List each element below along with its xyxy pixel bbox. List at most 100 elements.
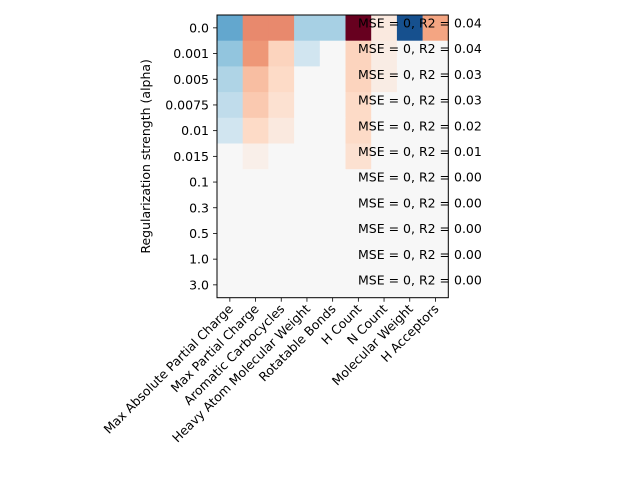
row-annotation: MSE = 0, R2 = 0.00 <box>358 195 482 210</box>
heatmap-cell <box>319 117 346 144</box>
heatmap-cell <box>371 169 398 196</box>
heatmap-cell <box>217 15 244 42</box>
heatmap-cells <box>217 15 449 299</box>
heatmap-cell <box>345 117 372 144</box>
y-tick-label: 0.01 <box>181 123 209 138</box>
heatmap-cell <box>371 66 398 93</box>
heatmap-cell <box>319 246 346 273</box>
heatmap-cell <box>345 66 372 93</box>
heatmap-cell <box>268 143 295 170</box>
heatmap-cell <box>345 143 372 170</box>
heatmap-cell <box>422 117 449 144</box>
heatmap-cell <box>371 246 398 273</box>
heatmap-cell <box>319 40 346 67</box>
heatmap-cell <box>319 143 346 170</box>
heatmap-cell <box>268 169 295 196</box>
row-annotation: MSE = 0, R2 = 0.02 <box>358 118 482 133</box>
heatmap-cell <box>345 272 372 299</box>
heatmap-cell <box>294 117 321 144</box>
heatmap-cell <box>396 194 424 222</box>
heatmap-cell <box>268 40 295 67</box>
heatmap-cell <box>319 92 346 119</box>
heatmap-cell <box>345 169 372 196</box>
heatmap-cell <box>319 194 346 222</box>
heatmap-cell <box>217 194 244 222</box>
heatmap-cell <box>217 143 244 170</box>
heatmap-cell <box>371 143 398 170</box>
heatmap-cell <box>422 169 449 196</box>
y-tick-label: 3.0 <box>189 277 209 292</box>
heatmap-cell <box>294 220 321 247</box>
heatmap-cell <box>396 92 424 119</box>
heatmap-cell <box>294 143 321 170</box>
heatmap-cell <box>217 40 244 67</box>
heatmap-cell <box>371 15 398 42</box>
y-tick-label: 0.005 <box>173 72 209 87</box>
heatmap-cell <box>422 272 449 299</box>
heatmap-cell <box>294 15 321 42</box>
heatmap-cell <box>371 194 398 222</box>
row-annotation: MSE = 0, R2 = 0.04 <box>358 41 482 56</box>
heatmap-cell <box>268 92 295 119</box>
heatmap-cell <box>242 143 269 170</box>
heatmap-cell <box>294 40 321 67</box>
heatmap-cell <box>396 117 424 144</box>
heatmap-cell <box>268 194 295 222</box>
heatmap-cell <box>294 272 321 299</box>
heatmap-cell <box>217 246 244 273</box>
heatmap-cell <box>371 92 398 119</box>
heatmap-cell <box>242 117 269 144</box>
heatmap-cell <box>268 15 295 42</box>
row-annotation: MSE = 0, R2 = 0.03 <box>358 93 482 108</box>
heatmap-cell <box>371 272 398 299</box>
y-tick-label: 0.0 <box>189 20 209 35</box>
heatmap-cell <box>345 92 372 119</box>
heatmap-cell <box>345 220 372 247</box>
heatmap-cell <box>422 66 449 93</box>
heatmap-cell <box>242 15 269 42</box>
heatmap-cell <box>371 117 398 144</box>
heatmap-cell <box>396 15 424 42</box>
heatmap-cell <box>396 40 424 67</box>
row-annotation: MSE = 0, R2 = 0.00 <box>358 273 482 288</box>
y-tick-label: 0.1 <box>189 175 209 190</box>
heatmap-cell <box>294 194 321 222</box>
heatmap-cell <box>371 40 398 67</box>
heatmap-cell <box>268 272 295 299</box>
heatmap-cell <box>242 92 269 119</box>
heatmap-cell <box>242 272 269 299</box>
heatmap-cell <box>319 220 346 247</box>
row-annotation: MSE = 0, R2 = 0.00 <box>358 170 482 185</box>
heatmap-cell <box>422 40 449 67</box>
y-axis-ticks: 0.0 0.001 0.005 0.0075 0.01 0.015 0.1 0.3 0.5 1.0… <box>165 20 217 292</box>
heatmap-cell <box>217 66 244 93</box>
heatmap-cell <box>345 194 372 222</box>
heatmap-cell <box>422 15 449 42</box>
heatmap-cell <box>268 246 295 273</box>
heatmap-cell <box>242 40 269 67</box>
row-annotation: MSE = 0, R2 = 0.04 <box>358 16 482 31</box>
heatmap-cell <box>422 246 449 273</box>
y-tick-label: 0.001 <box>173 46 209 61</box>
heatmap-cell <box>396 66 424 93</box>
heatmap-cell <box>217 169 244 196</box>
heatmap-cell <box>396 272 424 299</box>
y-tick-label: 0.015 <box>173 149 209 164</box>
heatmap-cell <box>294 66 321 93</box>
heatmap-cell <box>242 194 269 222</box>
heatmap-cell <box>396 143 424 170</box>
row-annotation: MSE = 0, R2 = 0.00 <box>358 247 482 262</box>
row-annotation: MSE = 0, R2 = 0.00 <box>358 221 482 236</box>
heatmap-cell <box>242 246 269 273</box>
heatmap-cell <box>345 40 372 67</box>
y-tick-label: 0.5 <box>189 226 209 241</box>
heatmap-cell <box>319 15 346 42</box>
heatmap-cell <box>268 220 295 247</box>
heatmap-cell <box>268 66 295 93</box>
heatmap-cell <box>217 117 244 144</box>
heatmap-cell <box>396 246 424 273</box>
heatmap-cell <box>242 66 269 93</box>
y-tick-label: 0.0075 <box>165 97 209 112</box>
